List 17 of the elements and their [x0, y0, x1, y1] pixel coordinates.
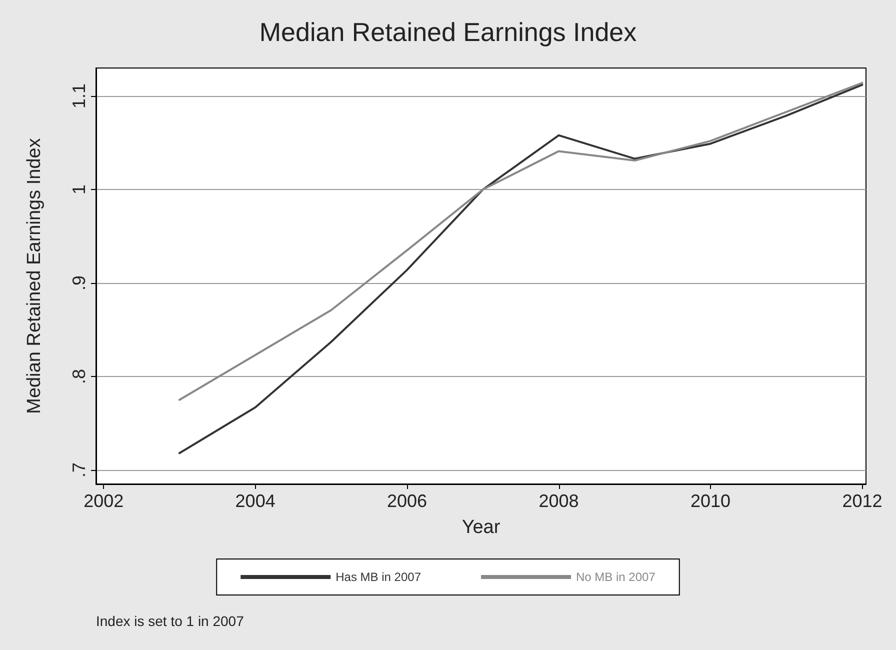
- y-tick-label: .7: [69, 462, 89, 478]
- text: Has MB in 2007: [336, 570, 422, 584]
- x-tick-label: 2010: [690, 491, 731, 511]
- y-axis-title: Median Retained Earnings Index: [24, 138, 45, 414]
- y-tick-label: .9: [69, 276, 89, 291]
- text: Index is set to 1 in 2007: [96, 613, 244, 629]
- text: No MB in 2007: [576, 570, 656, 584]
- x-tick-label: 2004: [235, 491, 276, 511]
- y-tick-label: 1: [69, 184, 89, 195]
- x-tick-label: 2012: [842, 491, 882, 511]
- chart-title: Median Retained Earnings Index: [259, 17, 637, 47]
- x-tick-label: 2006: [387, 491, 428, 511]
- x-tick-label: 2002: [84, 491, 124, 511]
- x-tick-label: 2008: [538, 491, 579, 511]
- x-axis-title: Year: [462, 517, 501, 538]
- y-tick-label: 1.1: [69, 84, 89, 109]
- y-tick-label: .8: [69, 368, 89, 384]
